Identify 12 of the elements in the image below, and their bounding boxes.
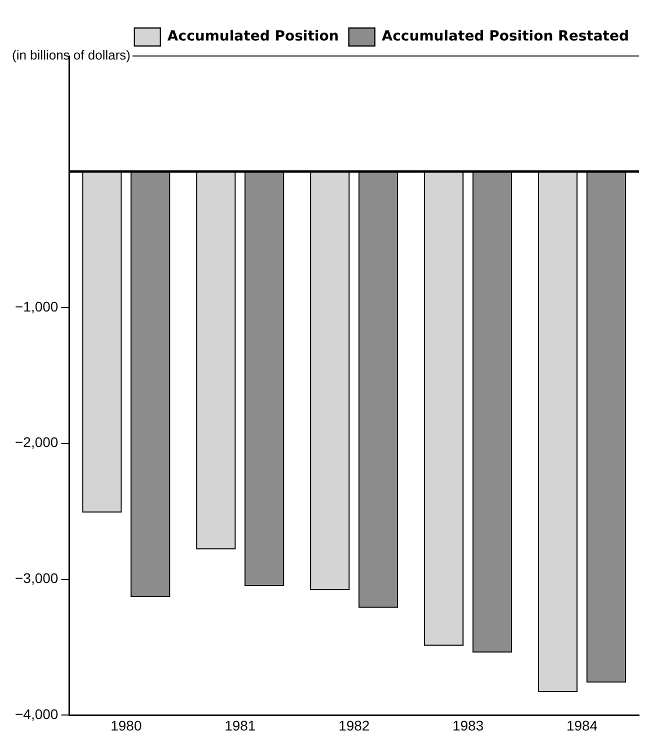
y-tick-label: −4,000 — [14, 706, 58, 722]
x-tick-label: 1983 — [452, 717, 484, 734]
y-tick-label: −2,000 — [14, 434, 58, 450]
x-tick-label: 1984 — [566, 717, 598, 734]
y-tick-label: −3,000 — [14, 570, 58, 586]
y-axis-title: (in billions of dollars) — [12, 48, 130, 63]
x-tick-label: 1980 — [110, 717, 142, 734]
x-tick-label: 1981 — [224, 717, 256, 734]
legend-label: Accumulated Position — [167, 28, 339, 45]
y-tick-label: −1,000 — [14, 298, 58, 314]
legend-label: Accumulated Position Restated — [382, 28, 629, 45]
x-tick-label: 1982 — [338, 717, 370, 734]
